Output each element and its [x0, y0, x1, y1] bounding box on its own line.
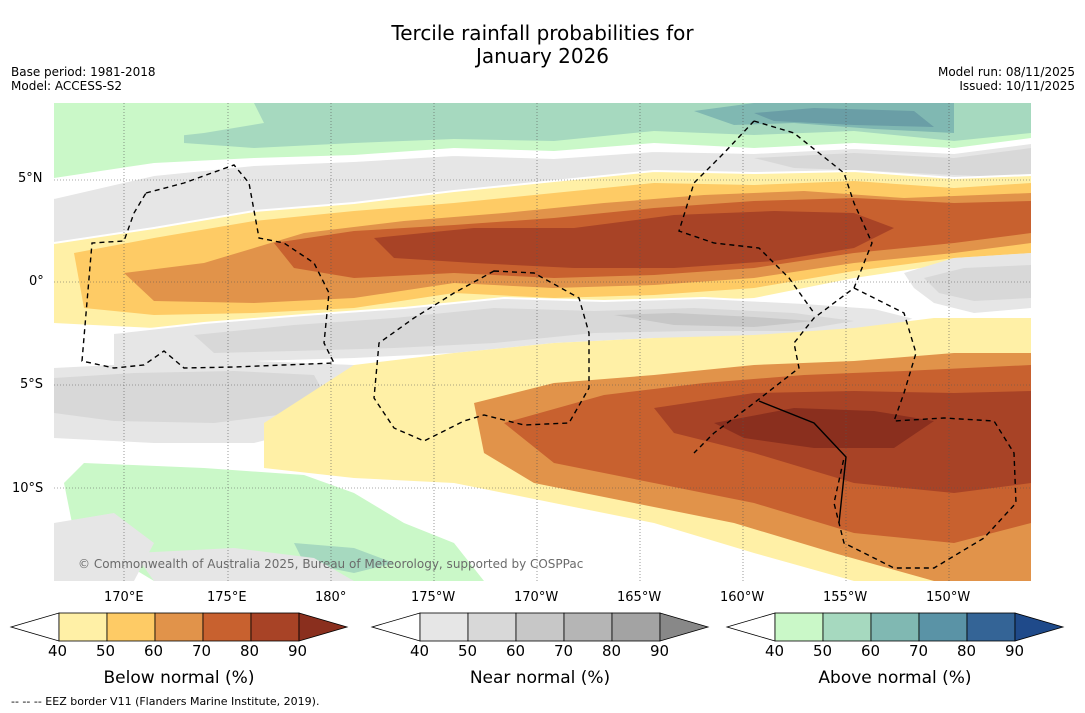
near-50-southwest — [54, 513, 154, 581]
colorbar-segment — [774, 612, 824, 642]
cb-above-tick-80: 80 — [957, 642, 977, 660]
colorbar-extension-low — [9, 612, 60, 642]
cb-below-tick-50: 50 — [96, 642, 116, 660]
lat-label-5s: 5°S — [20, 377, 44, 392]
colorbar-segment — [58, 612, 108, 642]
colorbars-svg — [9, 612, 1065, 642]
cb-near-tick-80: 80 — [602, 642, 622, 660]
lon-label-175w: 175°W — [411, 590, 456, 605]
white-contour-1 — [54, 169, 1031, 244]
colorbar-segment — [250, 612, 300, 642]
rainfall-map — [54, 103, 1031, 581]
colorbar-extension-high — [298, 612, 349, 642]
near-70-south — [614, 313, 814, 327]
lon-label-170e: 170°E — [104, 590, 144, 605]
gridlines — [54, 103, 1031, 581]
lat-label-10s: 10°S — [12, 481, 44, 496]
eez-note: -- -- -- EEZ border V11 (Flanders Marine… — [11, 695, 320, 708]
cb-below-tick-40: 40 — [48, 642, 68, 660]
cb-below-tick-80: 80 — [240, 642, 260, 660]
above-50-northwest — [54, 103, 264, 153]
cb-near-tick-90: 90 — [650, 642, 670, 660]
colorbar-segment — [202, 612, 252, 642]
lon-label-180: 180° — [315, 590, 347, 605]
chart-title: Tercile rainfall probabilities for Janua… — [0, 22, 1085, 68]
colorbar-segment — [515, 612, 565, 642]
near-50-north — [54, 143, 1031, 243]
lon-label-155w: 155°W — [823, 590, 868, 605]
colorbar-segment — [966, 612, 1016, 642]
cb-near-tick-50: 50 — [458, 642, 478, 660]
issued-date: Issued: 10/11/2025 — [959, 79, 1075, 93]
lon-label-170w: 170°W — [514, 590, 559, 605]
base-period: Base period: 1981-2018 — [11, 65, 156, 79]
cb-above-tick-50: 50 — [813, 642, 833, 660]
copyright-text: © Commonwealth of Australia 2025, Bureau… — [78, 557, 584, 571]
map-svg — [54, 103, 1031, 581]
cb-below-tick-90: 90 — [288, 642, 308, 660]
cb-below-title: Below normal (%) — [103, 668, 255, 688]
cb-near-tick-70: 70 — [554, 642, 574, 660]
colorbar-segment — [106, 612, 156, 642]
title-line-1: Tercile rainfall probabilities for — [391, 21, 694, 45]
cb-above-tick-70: 70 — [909, 642, 929, 660]
colorbar-extension-low — [725, 612, 776, 642]
colorbar-extension-high — [659, 612, 710, 642]
colorbar-below — [9, 612, 349, 642]
model-run: Model run: 08/11/2025 — [937, 65, 1075, 79]
colorbar-segment — [467, 612, 517, 642]
meta-right: Model run: 08/11/2025 Issued: 10/11/2025 — [938, 65, 1075, 93]
lon-label-160w: 160°W — [720, 590, 765, 605]
colorbar-above — [725, 612, 1065, 642]
colorbar-extension-low — [370, 612, 421, 642]
cb-above-tick-90: 90 — [1005, 642, 1025, 660]
model-name: Model: ACCESS-S2 — [11, 79, 123, 93]
cb-above-title: Above normal (%) — [818, 668, 972, 688]
lat-label-5n: 5°N — [18, 171, 43, 186]
colorbar-near — [370, 612, 710, 642]
white-contour-2 — [113, 296, 915, 334]
white-contour-3 — [54, 142, 1031, 199]
cb-below-tick-60: 60 — [144, 642, 164, 660]
colorbar-extension-high — [1014, 612, 1065, 642]
near-60-west — [54, 371, 324, 423]
cb-below-tick-70: 70 — [192, 642, 212, 660]
lat-label-0: 0° — [29, 274, 44, 289]
colorbar-segment — [611, 612, 661, 642]
colorbar-segment — [918, 612, 968, 642]
near-50-south-strip — [134, 548, 354, 581]
above-80-north — [754, 108, 934, 127]
cb-near-title: Near normal (%) — [469, 668, 611, 688]
below-100-south — [714, 408, 934, 448]
near-60-north — [754, 148, 1031, 178]
colorbar-segment — [870, 612, 920, 642]
meta-left: Base period: 1981-2018 Model: ACCESS-S2 — [11, 65, 156, 93]
eez-borders — [81, 120, 1017, 569]
lon-label-165w: 165°W — [617, 590, 662, 605]
colorbar-segment — [822, 612, 872, 642]
near-60-east — [924, 265, 1031, 301]
eez-solid-segment — [758, 400, 847, 524]
cb-near-tick-60: 60 — [506, 642, 526, 660]
colorbar-segment — [154, 612, 204, 642]
cb-above-tick-40: 40 — [765, 642, 785, 660]
colorbar-segment — [563, 612, 613, 642]
cb-near-tick-40: 40 — [410, 642, 430, 660]
cb-above-tick-60: 60 — [861, 642, 881, 660]
colorbar-segment — [419, 612, 469, 642]
title-line-2: January 2026 — [475, 44, 610, 68]
lon-label-175e: 175°E — [207, 590, 247, 605]
lon-label-150w: 150°W — [926, 590, 971, 605]
